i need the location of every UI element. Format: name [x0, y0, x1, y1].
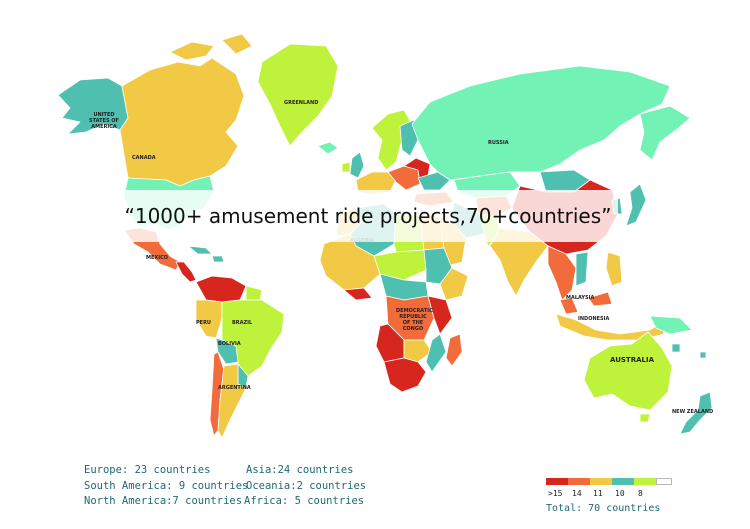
label-usa: UNITED STATES OF AMERICA	[89, 112, 119, 130]
region-japan	[625, 183, 647, 227]
legend-swatch-1	[546, 478, 568, 485]
legend-total: Total: 70 countries	[546, 503, 661, 514]
stat-oceania: Oceania:2 countries	[246, 480, 367, 492]
legend-swatch-4	[612, 478, 634, 485]
label-greenland: GREENLAND	[284, 100, 319, 106]
region-vietnam	[575, 251, 589, 287]
region-alaska	[57, 77, 129, 135]
region-pacific-islands	[671, 343, 707, 359]
label-argentina: ARGENTINA	[218, 385, 251, 391]
region-indochina	[547, 245, 577, 301]
region-ethiopia	[439, 267, 469, 301]
headline-text: “1000+ amusement ride projects,70+countr…	[124, 204, 612, 228]
label-mexico: MEXICO	[146, 255, 169, 261]
region-australia	[583, 331, 673, 411]
region-russia	[411, 65, 671, 181]
label-australia: AUSTRALIA	[610, 356, 654, 364]
region-colombia-venezuela	[195, 275, 247, 303]
region-ireland	[341, 161, 351, 173]
legend-label-1: >15	[548, 489, 563, 498]
stat-south-america: South America: 9 countries	[84, 480, 249, 492]
stat-asia: Asia:24 countries	[246, 464, 354, 476]
region-iceland	[317, 141, 339, 155]
region-russia-east	[639, 105, 691, 161]
label-peru: PERU	[196, 320, 211, 326]
legend-label-4: 10	[615, 489, 625, 498]
continent-stats: Europe: 23 countries Asia:24 countries S…	[84, 464, 384, 514]
label-russia: RUSSIA	[488, 140, 509, 146]
label-malaysia: MALAYSIA	[566, 295, 595, 301]
legend-label-3: 11	[593, 489, 603, 498]
region-ukraine	[417, 171, 451, 191]
stat-africa: Africa: 5 countries	[244, 495, 365, 507]
label-drc: DEMOCRATIC REPUBLIC OF THE CONGO	[396, 308, 433, 332]
headline-banner: “1000+ amusement ride projects,70+countr…	[118, 190, 618, 242]
region-tasmania	[639, 413, 651, 423]
region-caribbean	[187, 245, 225, 263]
region-canada	[119, 57, 245, 187]
label-new-zealand: NEW ZEALAND	[672, 409, 714, 415]
region-ecuador-peru	[195, 299, 223, 339]
region-greenland	[257, 43, 339, 147]
region-guianas	[245, 285, 263, 301]
region-philippines	[605, 251, 623, 287]
region-madagascar	[445, 333, 463, 367]
label-brazil: BRAZIL	[232, 320, 253, 326]
legend-swatch-5	[634, 478, 656, 485]
stat-north-america: North America:7 countries	[84, 495, 243, 507]
region-mozambique	[425, 333, 447, 373]
region-southern-africa	[383, 357, 427, 393]
color-legend: >15 14 11 10 8 Total: 70 countries	[540, 478, 680, 518]
legend-swatch-3	[590, 478, 612, 485]
legend-swatch-2	[568, 478, 590, 485]
region-central-america	[175, 261, 197, 283]
region-argentina	[217, 363, 247, 439]
region-malaysia	[559, 291, 613, 315]
label-bolivia: BOLIVIA	[218, 341, 241, 347]
region-new-guinea	[649, 315, 693, 335]
region-zambia	[403, 339, 433, 363]
region-new-zealand	[679, 391, 713, 435]
region-east-africa	[427, 295, 453, 335]
stat-europe: Europe: 23 countries	[84, 464, 211, 476]
legend-swatch-6	[656, 478, 672, 485]
region-west-africa-coast	[343, 287, 373, 301]
label-canada: CANADA	[132, 155, 156, 161]
legend-label-2: 14	[572, 489, 582, 498]
label-indonesia: INDONESIA	[578, 316, 610, 322]
legend-label-5: 8	[638, 489, 643, 498]
region-arctic-islands	[169, 33, 253, 61]
region-uk	[349, 151, 365, 179]
